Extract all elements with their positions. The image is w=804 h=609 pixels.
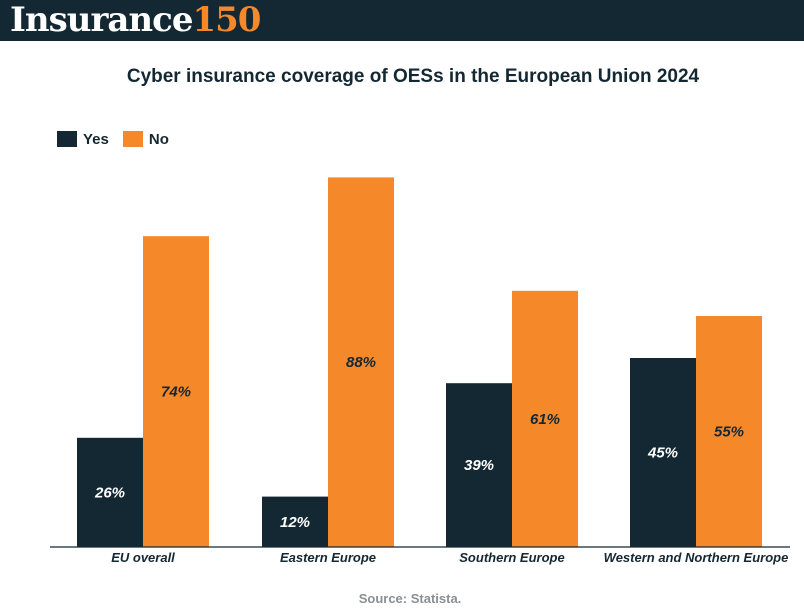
data-label-no-western-and-northern-europe: 55%	[714, 424, 744, 441]
data-label-yes-eu-overall: 26%	[94, 484, 125, 501]
data-label-yes-eastern-europe: 12%	[280, 514, 310, 531]
bar-no-eu-overall	[143, 236, 209, 547]
legend-swatch-yes	[57, 131, 77, 147]
x-tick-label-eu-overall: EU overall	[111, 550, 175, 565]
source-note: Source: Statista.	[358, 591, 462, 606]
bar-no-eastern-europe	[328, 177, 394, 547]
bar-no-southern-europe	[512, 290, 578, 547]
chart-title: Cyber insurance coverage of OESs in the …	[126, 66, 700, 87]
logo-word: Insurance	[10, 0, 193, 40]
legend-label-yes: Yes	[83, 130, 109, 148]
bar-yes-western-and-northern-europe	[630, 358, 696, 547]
x-tick-label-western-and-northern-europe: Western and Northern Europe	[604, 550, 789, 565]
bar-yes-eu-overall	[77, 437, 143, 547]
x-tick-label-southern-europe: Southern Europe	[459, 550, 564, 565]
logo-number: 150	[192, 0, 261, 40]
x-tick-label-eastern-europe: Eastern Europe	[280, 550, 376, 565]
legend-item-yes: Yes	[57, 131, 109, 148]
site-logo[interactable]: Insurance150	[10, 0, 261, 41]
bar-yes-southern-europe	[446, 383, 512, 547]
data-label-no-eu-overall: 74%	[161, 384, 191, 401]
header-bar: Insurance150	[0, 0, 804, 41]
legend-swatch-no	[122, 131, 143, 147]
data-label-no-eastern-europe: 88%	[346, 354, 376, 371]
data-label-yes-western-and-northern-europe: 45%	[647, 445, 678, 462]
x-tick-labels: EU overall Eastern Europe Southern Europe W…	[111, 550, 788, 565]
bar-yes-eastern-europe	[262, 496, 328, 547]
legend-item-no: No	[122, 130, 169, 148]
legend-label-no: No	[148, 130, 169, 148]
bar-no-western-and-northern-europe	[696, 316, 762, 547]
data-label-yes-southern-europe: 39%	[464, 457, 494, 474]
chart-legend: Yes No	[57, 130, 183, 148]
data-label-no-southern-europe: 61%	[530, 411, 560, 428]
bars-group: 26% 74% 12% 88% 39% 61% 45% 55%	[77, 177, 762, 547]
